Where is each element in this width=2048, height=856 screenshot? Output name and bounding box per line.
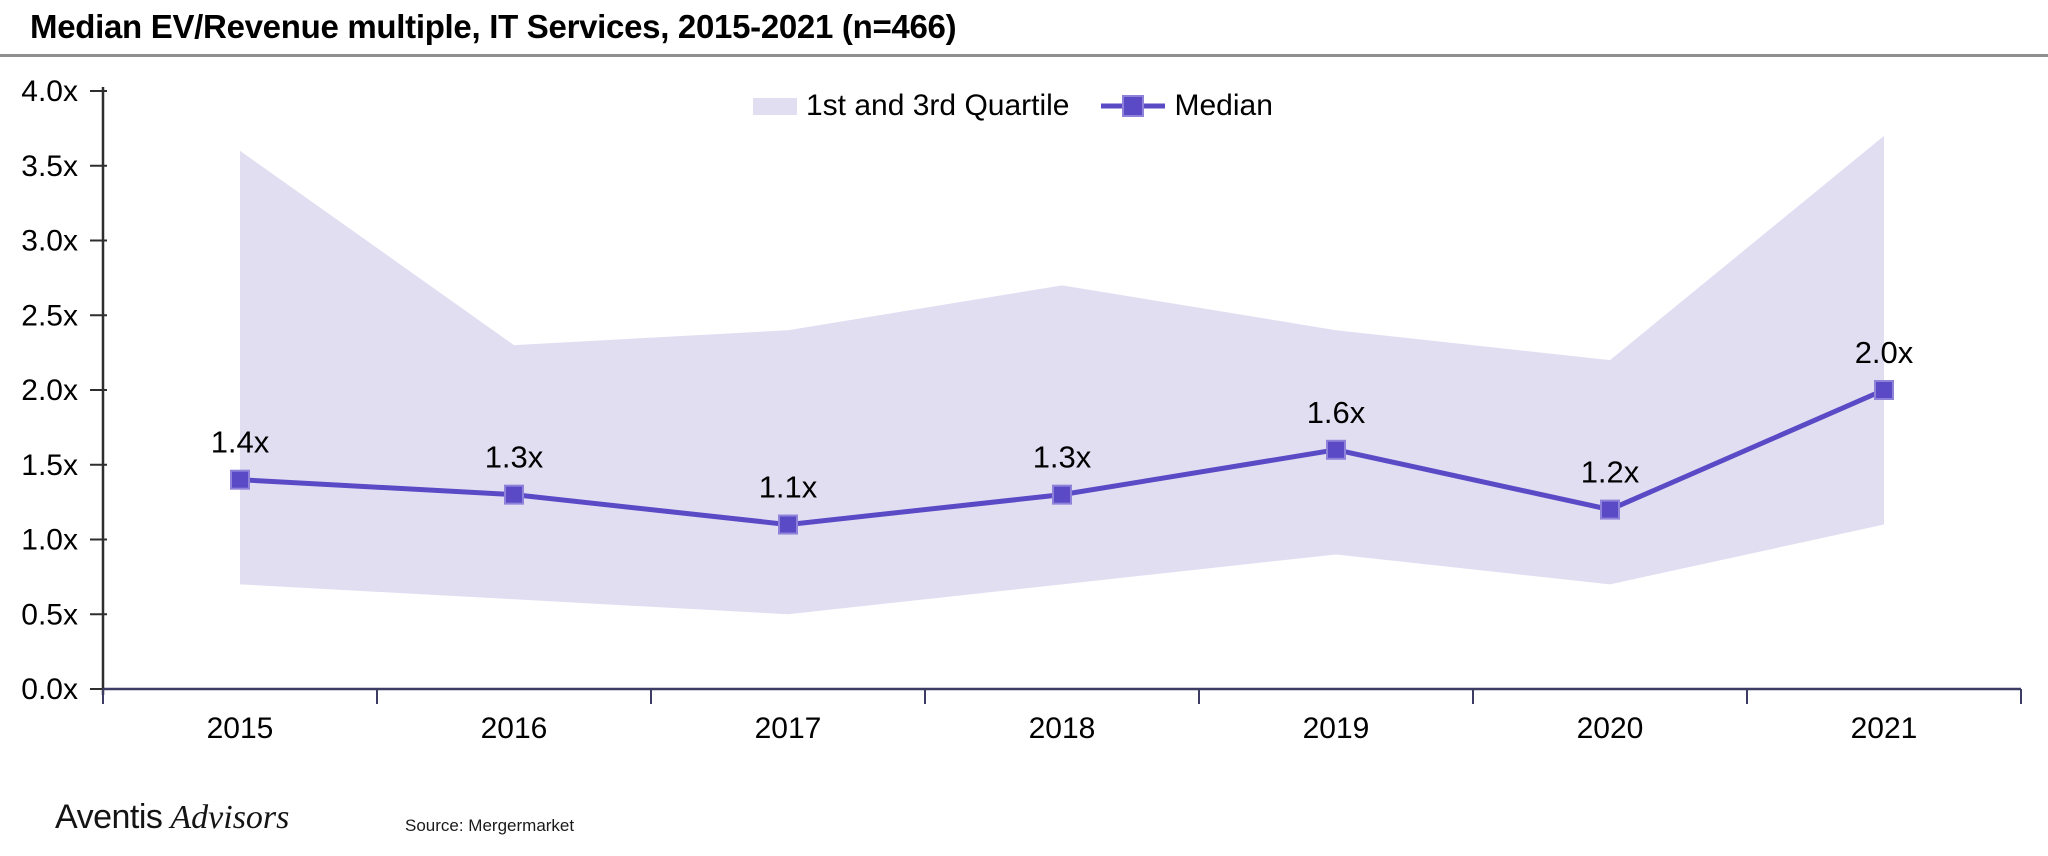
median-legend-icon: [1101, 95, 1166, 117]
quartile-band-area: [240, 135, 1884, 615]
x-year-label: 2015: [207, 712, 274, 745]
median-marker: [1052, 484, 1072, 505]
data-label: 2.0x: [1855, 335, 1914, 370]
chart-title: Median EV/Revenue multiple, IT Services,…: [30, 8, 957, 45]
y-tick-label: 2.0x: [21, 374, 78, 407]
y-tick-label: 1.0x: [21, 524, 78, 557]
logo-aventis-text: Aventis: [55, 798, 163, 836]
x-year-label: 2018: [1029, 712, 1096, 745]
data-label: 1.3x: [485, 440, 544, 475]
median-marker: [504, 484, 524, 505]
source-note: Source: Mergermarket: [405, 816, 575, 835]
x-year-label: 2020: [1577, 712, 1644, 745]
aventis-logo: Aventis Advisors: [55, 798, 289, 837]
x-year-label: 2017: [755, 712, 822, 745]
title-divider: [0, 54, 2048, 57]
median-marker: [230, 469, 250, 490]
median-marker: [1600, 499, 1620, 520]
data-label: 1.6x: [1307, 395, 1366, 430]
data-label: 1.1x: [759, 470, 818, 505]
y-tick-label: 1.5x: [21, 449, 78, 482]
chart-legend: 1st and 3rd Quartile Median: [753, 88, 1273, 124]
data-label: 1.2x: [1581, 455, 1640, 490]
y-tick-label: 4.0x: [21, 75, 78, 108]
median-marker: [778, 514, 798, 535]
y-tick-label: 0.0x: [21, 673, 78, 706]
y-tick-label: 3.5x: [21, 150, 78, 183]
y-tick-label: 2.5x: [21, 299, 78, 332]
x-year-label: 2021: [1851, 712, 1918, 745]
data-label: 1.3x: [1033, 440, 1092, 475]
data-label: 1.4x: [211, 425, 270, 460]
y-tick-label: 0.5x: [21, 598, 78, 631]
quartile-legend-label: 1st and 3rd Quartile: [806, 89, 1070, 122]
x-year-label: 2016: [481, 712, 548, 745]
median-marker: [1326, 439, 1346, 460]
quartile-swatch-icon: [753, 97, 797, 115]
median-marker: [1874, 380, 1894, 400]
ev-revenue-chart-canvas: 0.0x 0.5x 1.0x 1.5x 2.0x 2.5x 3.0x 3.5x 4.0x 2015…: [21, 75, 2022, 745]
median-legend-label: Median: [1174, 89, 1273, 122]
y-tick-label: 3.0x: [21, 225, 78, 258]
logo-advisors-text: Advisors: [170, 799, 290, 836]
x-year-label: 2019: [1303, 712, 1370, 745]
